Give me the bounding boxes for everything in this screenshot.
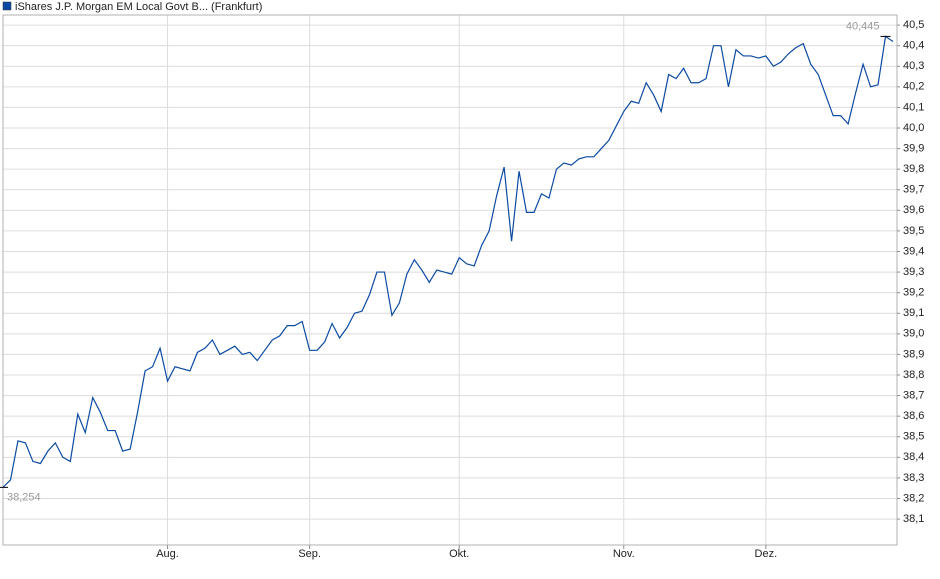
y-tick-label: 39,4 (903, 245, 924, 257)
x-tick-label: Okt. (449, 548, 469, 560)
y-tick-label: 40,1 (903, 101, 924, 113)
x-tick-label: Nov. (613, 548, 635, 560)
y-tick-label: 38,7 (903, 389, 924, 401)
y-tick-label: 39,2 (903, 287, 924, 299)
y-tick-label: 39,8 (903, 163, 924, 175)
extreme-label: 40,445 (846, 20, 880, 32)
plot-frame (2, 14, 898, 546)
y-tick-label: 38,3 (903, 472, 924, 484)
y-tick-label: 39,6 (903, 204, 924, 216)
x-tick-label: Dez. (755, 548, 778, 560)
y-tick-label: 39,0 (903, 328, 924, 340)
y-tick-label: 40,4 (903, 40, 924, 52)
legend-swatch (2, 1, 12, 11)
y-tick-label: 38,6 (903, 410, 924, 422)
y-tick-label: 40,0 (903, 122, 924, 134)
x-tick-label: Aug. (156, 548, 179, 560)
y-tick-label: 39,7 (903, 184, 924, 196)
y-tick-label: 38,2 (903, 492, 924, 504)
y-tick-label: 39,3 (903, 266, 924, 278)
y-tick-label: 38,5 (903, 431, 924, 443)
y-tick-label: 38,4 (903, 451, 924, 463)
y-tick-label: 40,3 (903, 60, 924, 72)
price-line (2, 35, 894, 488)
y-tick-label: 40,5 (903, 19, 924, 31)
x-tick-label: Sep. (298, 548, 321, 560)
y-tick-label: 38,9 (903, 348, 924, 360)
y-tick-label: 38,1 (903, 513, 924, 525)
y-tick-label: 40,2 (903, 81, 924, 93)
y-tick-label: 39,1 (903, 307, 924, 319)
y-tick-label: 38,8 (903, 369, 924, 381)
extreme-label: 38,254 (7, 491, 41, 503)
y-tick-label: 39,5 (903, 225, 924, 237)
y-tick-label: 39,9 (903, 142, 924, 154)
legend-label: iShares J.P. Morgan EM Local Govt B... (… (15, 1, 262, 13)
